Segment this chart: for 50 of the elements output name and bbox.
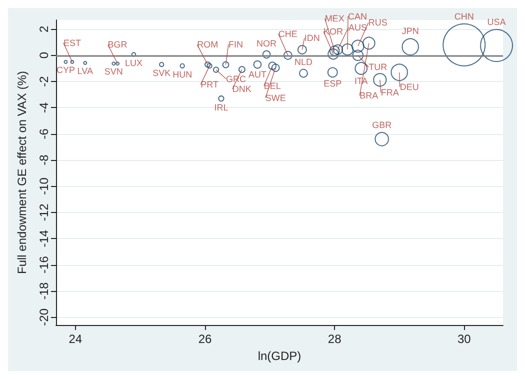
x-tick-label: 28 xyxy=(328,332,342,346)
annotation: GBR xyxy=(372,120,392,130)
annotation: PRT xyxy=(200,80,219,90)
y-tick-label: -8 xyxy=(37,154,51,166)
annotation: HUN xyxy=(172,69,192,80)
annotation: FRA xyxy=(380,88,399,98)
annotation: CHE xyxy=(278,28,298,39)
annotation: SWE xyxy=(265,92,286,103)
annotation: ESP xyxy=(324,78,342,89)
annotation: CHN xyxy=(454,11,474,22)
y-tick-label: 2 xyxy=(37,26,51,33)
annotation: NOR xyxy=(256,38,278,48)
annotation: DNK xyxy=(232,84,252,94)
y-tick-label: 0 xyxy=(37,52,51,59)
annotation: USA xyxy=(487,17,506,28)
annotation: BGR xyxy=(108,40,128,50)
annotation: BRA xyxy=(360,90,378,101)
annotation: DEU xyxy=(400,82,419,92)
annotation: MEX xyxy=(324,14,344,24)
annotation: IRL xyxy=(214,102,228,113)
annotation: JPN xyxy=(402,26,419,36)
annotation: LVA xyxy=(77,66,93,76)
annotation: RUS xyxy=(368,18,388,28)
x-tick-label: 24 xyxy=(68,332,82,346)
annotation: ROM xyxy=(197,39,218,50)
y-tick-label: -20 xyxy=(37,308,51,326)
annotation: EST xyxy=(63,38,82,48)
annotation: AUS xyxy=(348,22,368,32)
x-tick-label: 30 xyxy=(457,332,472,346)
annotation: CYP xyxy=(56,64,75,75)
y-tick-label: -6 xyxy=(37,128,51,140)
annotation: IDN xyxy=(304,33,320,44)
y-tick-label: -10 xyxy=(37,177,51,195)
y-tick-label: -2 xyxy=(37,76,51,87)
annotation: SVN xyxy=(104,66,123,77)
annotation: CAN xyxy=(348,11,368,22)
y-tick-label: -18 xyxy=(37,282,51,300)
y-tick-label: -14 xyxy=(37,230,51,248)
annotation: SVK xyxy=(152,68,171,78)
annotation: TUR xyxy=(368,62,388,72)
x-tick-label: 26 xyxy=(198,332,212,346)
y-tick-label: -4 xyxy=(37,102,51,114)
x-axis-title: ln(GDP) xyxy=(258,348,302,363)
annotation: FIN xyxy=(228,39,243,50)
annotation: LUX xyxy=(124,58,142,68)
annotation: AUT xyxy=(248,70,267,80)
y-tick-label: -12 xyxy=(37,203,51,222)
annotation: NLD xyxy=(294,56,313,67)
y-tick-label: -16 xyxy=(37,256,51,274)
y-axis-title: Full endowment GE effect on VAX (%) xyxy=(15,71,29,274)
